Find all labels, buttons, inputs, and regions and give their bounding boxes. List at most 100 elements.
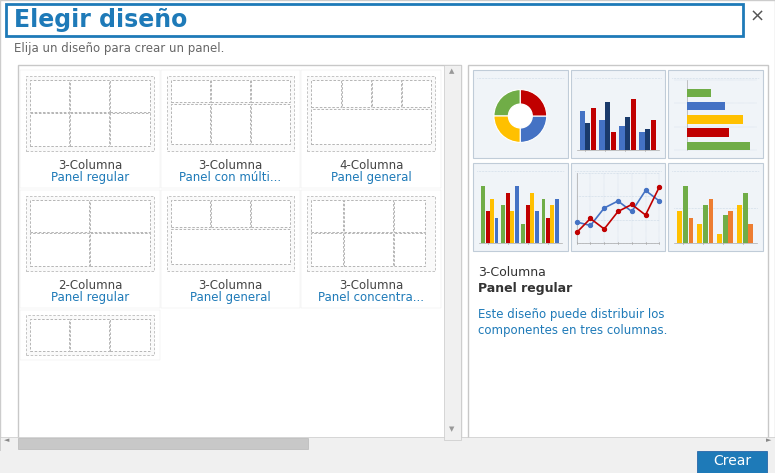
Bar	[687, 115, 743, 123]
Bar	[494, 218, 498, 243]
Text: Panel regular: Panel regular	[50, 171, 129, 184]
Text: Este diseño puede distribuir los: Este diseño puede distribuir los	[478, 308, 664, 321]
Text: Panel regular: Panel regular	[478, 282, 572, 295]
Bar	[687, 142, 750, 150]
Text: Panel general: Panel general	[331, 171, 412, 184]
Bar	[683, 186, 687, 243]
Bar	[111, 114, 150, 146]
Bar	[737, 205, 742, 243]
Bar	[708, 199, 713, 243]
Bar	[20, 190, 160, 308]
Point	[625, 201, 638, 208]
Bar	[312, 234, 343, 266]
Bar	[211, 80, 250, 102]
Bar	[570, 70, 665, 158]
Bar	[308, 196, 435, 271]
Bar	[372, 80, 401, 107]
Bar	[697, 451, 767, 473]
Bar	[71, 319, 109, 351]
Bar	[308, 76, 435, 151]
Text: 3-Columna: 3-Columna	[57, 159, 122, 172]
Bar	[30, 114, 69, 146]
Bar	[506, 193, 510, 243]
Bar	[170, 229, 291, 263]
Bar	[160, 70, 301, 188]
Bar	[211, 200, 250, 227]
Bar	[631, 99, 636, 150]
Bar	[30, 234, 89, 266]
Bar	[18, 438, 308, 449]
Bar	[677, 211, 682, 243]
Bar	[444, 65, 461, 440]
Bar	[342, 80, 370, 107]
Bar	[611, 132, 616, 150]
Bar	[343, 200, 393, 233]
Bar	[703, 205, 708, 243]
Bar	[343, 234, 393, 266]
Bar	[749, 224, 753, 243]
Point	[570, 229, 583, 236]
Bar	[717, 234, 722, 243]
Text: ►: ►	[766, 437, 771, 443]
Bar	[625, 117, 630, 150]
Bar	[550, 205, 554, 243]
Bar	[170, 104, 210, 144]
Bar	[688, 218, 694, 243]
Bar	[687, 89, 711, 97]
Point	[611, 197, 624, 205]
Bar	[170, 80, 210, 102]
Bar	[91, 200, 150, 233]
Bar	[18, 65, 461, 440]
Bar	[546, 218, 549, 243]
Bar	[501, 205, 505, 243]
Bar	[468, 65, 768, 440]
Wedge shape	[520, 89, 546, 116]
Text: 2-Columna: 2-Columna	[57, 279, 122, 292]
Bar	[591, 108, 596, 150]
Bar	[111, 319, 150, 351]
Bar	[0, 437, 775, 451]
Bar	[526, 205, 530, 243]
Bar	[542, 199, 546, 243]
Bar	[522, 224, 525, 243]
Wedge shape	[520, 116, 546, 142]
Bar	[167, 76, 294, 151]
Text: ◄: ◄	[4, 437, 9, 443]
Bar	[312, 109, 431, 144]
Bar	[71, 80, 109, 113]
Bar	[698, 224, 702, 243]
Bar	[723, 215, 728, 243]
Bar	[687, 102, 725, 110]
Bar	[668, 163, 763, 251]
Bar	[486, 211, 490, 243]
Point	[639, 187, 652, 194]
Point	[653, 197, 666, 205]
Point	[570, 218, 583, 226]
Bar	[211, 104, 250, 144]
Bar	[555, 199, 559, 243]
Bar	[600, 120, 604, 150]
Bar	[91, 234, 150, 266]
Bar	[473, 163, 567, 251]
Bar	[0, 451, 775, 473]
Bar	[481, 186, 485, 243]
Bar	[728, 211, 733, 243]
Bar	[639, 132, 645, 150]
Bar	[30, 200, 89, 233]
Text: Panel con múlti...: Panel con múlti...	[180, 171, 281, 184]
Bar	[515, 186, 518, 243]
Bar	[30, 80, 69, 113]
Bar	[394, 234, 425, 266]
Point	[584, 222, 597, 229]
Wedge shape	[494, 89, 520, 116]
Text: 3-Columna: 3-Columna	[478, 266, 546, 279]
Point	[611, 208, 624, 215]
Bar	[535, 211, 539, 243]
Text: 4-Columna: 4-Columna	[339, 159, 403, 172]
Text: 3-Columna: 3-Columna	[198, 159, 263, 172]
Point	[625, 208, 638, 215]
Bar	[170, 200, 210, 227]
Point	[639, 211, 652, 219]
Text: ▼: ▼	[449, 426, 455, 432]
Bar	[26, 315, 153, 355]
